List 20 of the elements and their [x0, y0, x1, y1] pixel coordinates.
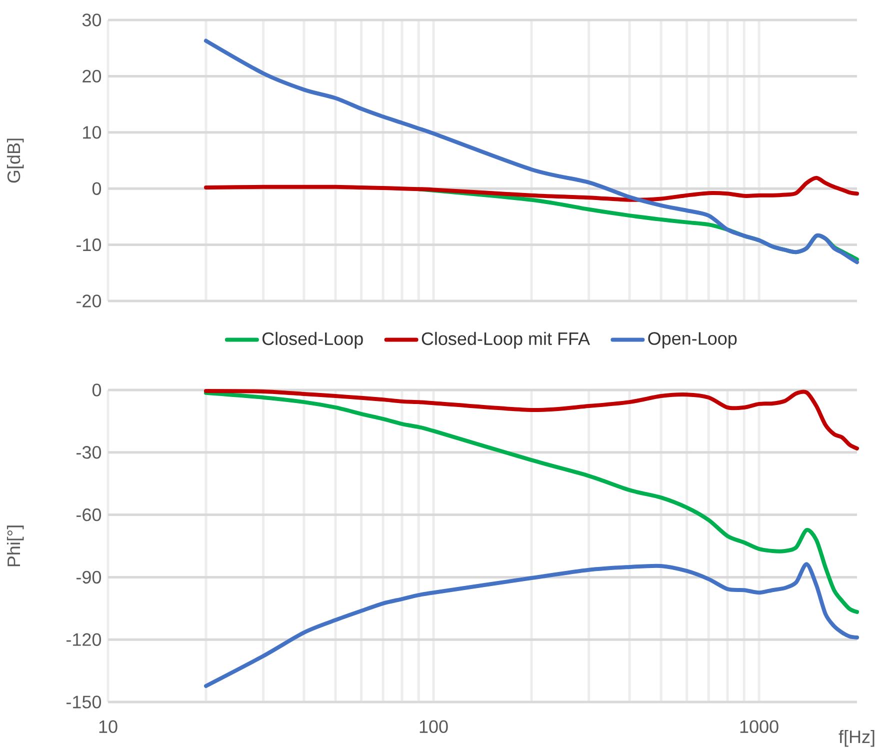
x-tick-label: 100	[420, 720, 448, 733]
x-axis-title: f[Hz]	[838, 730, 874, 747]
legend-label: Closed-Loop	[262, 332, 363, 349]
y-tick-label: -150	[66, 696, 102, 708]
y-tick-label: 20	[82, 70, 102, 83]
y-axis-title: Phi[°]	[6, 526, 24, 566]
y-tick-label: 30	[82, 14, 102, 26]
y-axis-title: G[dB]	[6, 138, 24, 183]
y-tick-label: -20	[76, 294, 102, 308]
legend-label: Open-Loop	[648, 332, 737, 348]
y-tick-label: -10	[76, 238, 102, 252]
y-tick-label: -120	[66, 633, 102, 646]
y-tick-label: -30	[76, 446, 102, 459]
y-tick-label: -60	[76, 508, 102, 522]
legend-label: Closed-Loop mit FFA	[422, 332, 590, 349]
x-tick-label: 1000	[740, 720, 778, 733]
y-tick-label: -90	[76, 570, 102, 584]
y-tick-label: 0	[92, 384, 102, 396]
y-tick-label: 0	[92, 182, 102, 195]
y-tick-label: 10	[83, 126, 102, 139]
